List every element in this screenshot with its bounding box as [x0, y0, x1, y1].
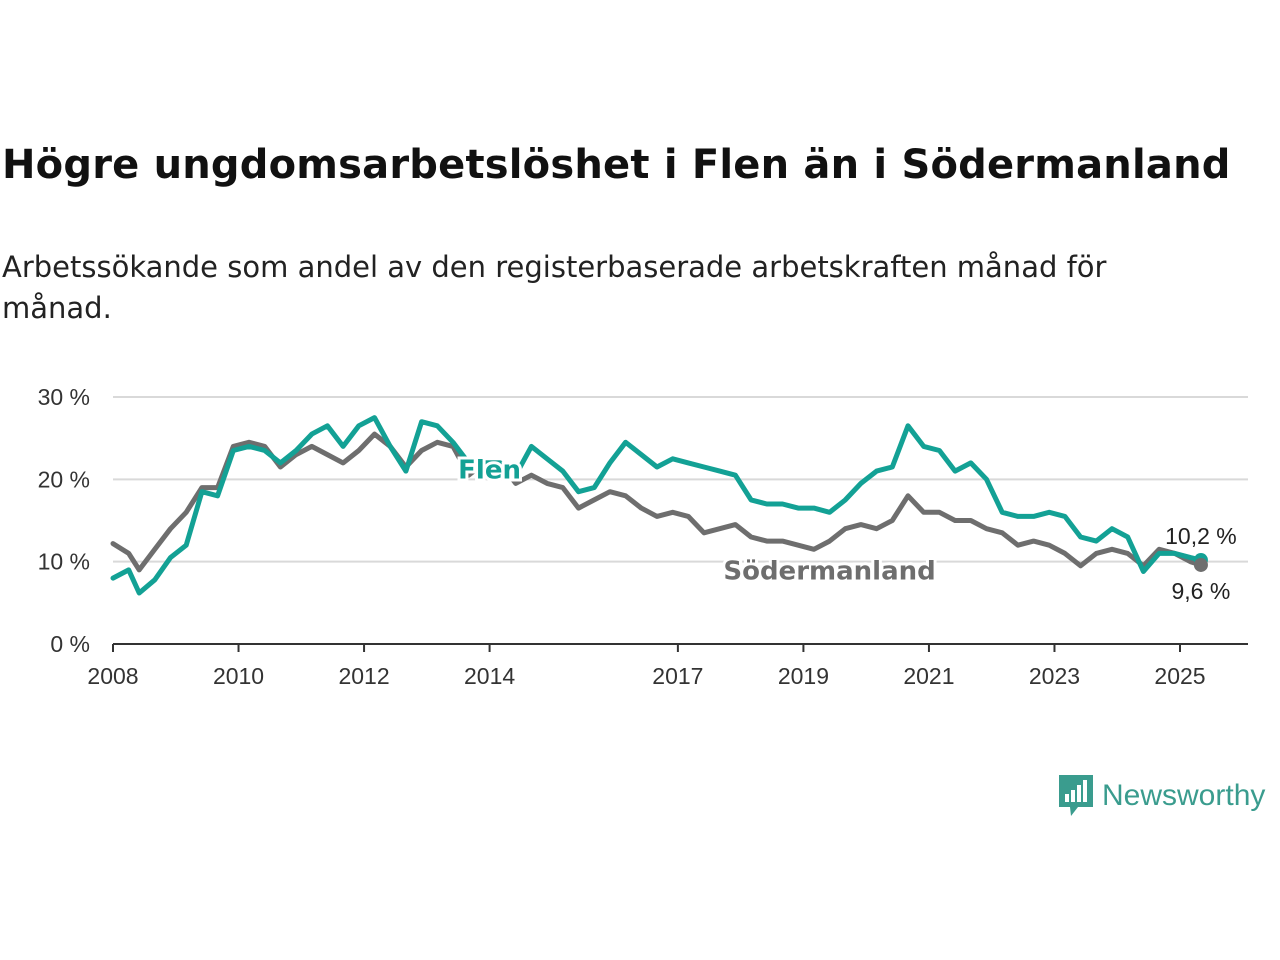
- newsworthy-logo-icon: [1059, 775, 1093, 816]
- x-tick-label: 2010: [213, 663, 264, 689]
- x-tick-label: 2019: [778, 663, 829, 689]
- series-line: [110, 431, 1204, 573]
- x-tick-label: 2014: [464, 663, 515, 689]
- end-value-label: 9,6 %: [1172, 578, 1231, 604]
- series-end-marker: [1193, 557, 1208, 572]
- y-tick-label: 0 %: [50, 631, 90, 657]
- chart-subtitle: Arbetssökande som andel av den registerb…: [2, 250, 1107, 325]
- line-chart: 0 % 10 % 20 % 30 % 2008 2010 2012 2014 2017 2019 2…: [38, 384, 1248, 689]
- x-tick-label: 2008: [87, 663, 138, 689]
- x-tick-label: 2021: [903, 663, 954, 689]
- y-tick-label: 20 %: [38, 466, 90, 492]
- x-tick-label: 2025: [1154, 663, 1205, 689]
- y-tick-label: 10 %: [38, 549, 90, 575]
- series-label: Södermanland: [723, 557, 935, 587]
- series-line: [110, 415, 1204, 596]
- brand-name: Newsworthy: [1102, 779, 1266, 812]
- x-tick-label: 2012: [338, 663, 389, 689]
- brand-logo[interactable]: Newsworthy: [1058, 774, 1265, 818]
- series-label: Flen: [458, 456, 521, 486]
- end-value-label: 10,2 %: [1165, 523, 1237, 549]
- x-tick-label: 2017: [652, 663, 703, 689]
- y-tick-label: 30 %: [38, 384, 90, 410]
- x-tick-label: 2023: [1029, 663, 1080, 689]
- chart-title: Högre ungdomsarbetslöshet i Flen än i Sö…: [2, 142, 1231, 188]
